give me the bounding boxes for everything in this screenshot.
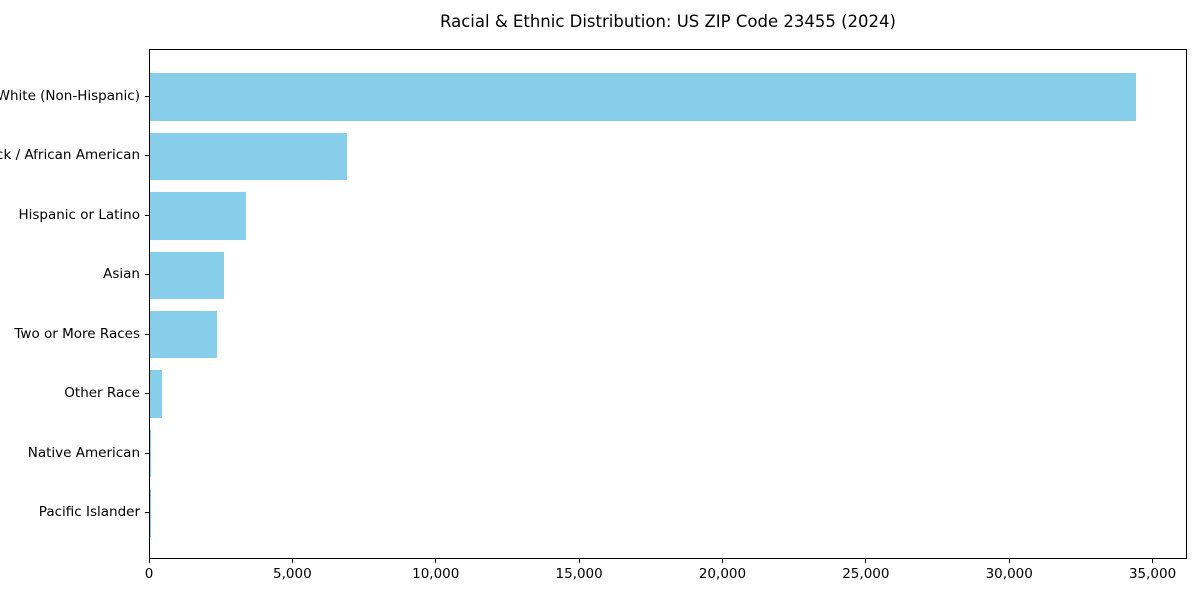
y-tick-label-hispanic-or-latino: Hispanic or Latino xyxy=(18,206,140,223)
y-tick xyxy=(145,512,149,514)
x-tick-label: 30,000 xyxy=(985,566,1033,582)
x-tick xyxy=(1008,559,1010,563)
y-tick xyxy=(145,393,149,395)
x-tick xyxy=(291,559,293,563)
y-tick-label-pacific-islander: Pacific Islander xyxy=(38,504,140,521)
bar-black-african-american xyxy=(150,132,347,181)
chart-title: Racial & Ethnic Distribution: US ZIP Cod… xyxy=(440,12,896,31)
x-tick xyxy=(148,559,150,563)
x-tick-label: 20,000 xyxy=(698,566,747,582)
x-tick xyxy=(578,559,580,563)
bar-pacific-islander xyxy=(150,489,151,537)
x-tick-label: 10,000 xyxy=(412,566,460,582)
y-tick xyxy=(145,333,149,335)
bar-hispanic-or-latino xyxy=(150,192,247,240)
y-tick-label-black-african-american: Black / African American xyxy=(0,147,140,164)
y-tick xyxy=(145,452,149,454)
y-tick xyxy=(145,155,149,157)
y-tick-label-native-american: Native American xyxy=(27,444,140,461)
y-tick-label-other-race: Other Race xyxy=(64,385,140,402)
x-tick xyxy=(435,559,437,563)
x-tick xyxy=(721,559,723,563)
x-tick-label: 35,000 xyxy=(1128,566,1177,582)
y-tick-label-white-non-hispanic: White (Non-Hispanic) xyxy=(0,87,140,104)
plot-area xyxy=(149,49,1187,559)
y-tick xyxy=(145,95,149,97)
x-tick-label: 25,000 xyxy=(842,566,890,582)
y-tick-label-two-or-more-races: Two or More Races xyxy=(14,325,140,342)
y-axis: White (Non-Hispanic) Black / African Amer… xyxy=(0,49,149,559)
bar-white-non-hispanic xyxy=(150,73,1137,121)
bar-other-race xyxy=(150,370,163,418)
x-tick xyxy=(865,559,867,563)
x-tick-label: 15,000 xyxy=(555,566,603,582)
y-tick xyxy=(145,274,149,276)
bar-two-or-more-races xyxy=(150,310,218,359)
x-axis: 0 5,000 10,000 15,000 20,000 25,000 30,000 35,0… xyxy=(145,559,1187,599)
x-tick-label: 5,000 xyxy=(273,566,312,582)
x-tick xyxy=(1152,559,1154,563)
y-tick xyxy=(145,214,149,216)
bar-asian xyxy=(150,251,224,300)
x-tick-label: 0 xyxy=(144,566,154,582)
bar-native-american xyxy=(150,429,152,478)
y-tick-label-asian: Asian xyxy=(103,266,140,283)
